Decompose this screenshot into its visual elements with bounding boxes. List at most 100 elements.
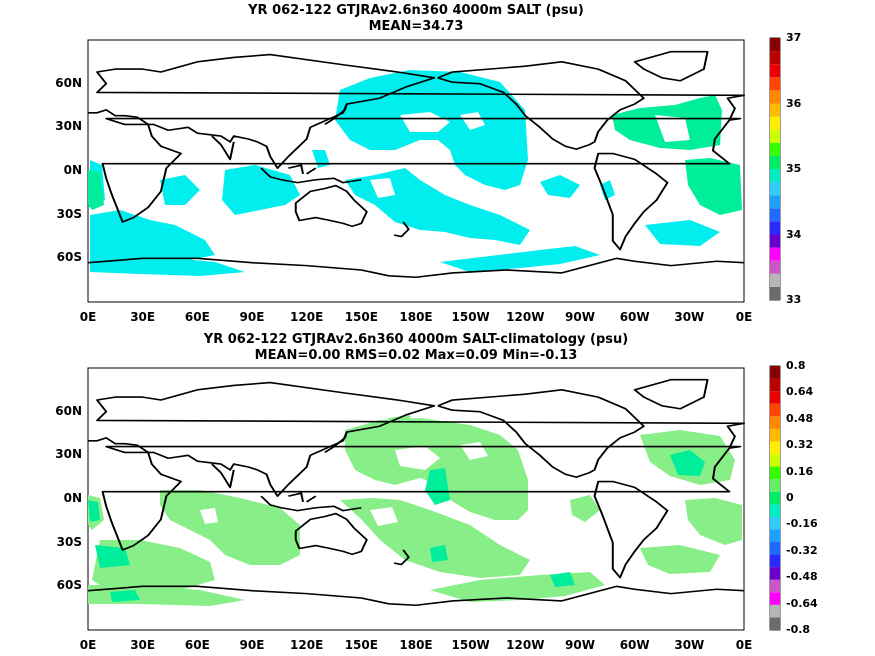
panel2-colorbar-label: 0.64 xyxy=(786,385,814,399)
panel2-title-line1: YR 062-122 GTJRAv2.6n360 4000m SALT-clim… xyxy=(203,332,629,347)
panel2-lat-label: 60S xyxy=(56,578,82,593)
colorbar-swatch xyxy=(770,221,780,235)
panel1-lon-label: 60W xyxy=(619,310,650,324)
panel1-colorbar-label: 33 xyxy=(786,293,802,306)
colorbar-swatch xyxy=(770,617,780,630)
panel1-lon-label: 120W xyxy=(506,310,545,324)
panel1-colorbar-label: 36 xyxy=(786,96,802,110)
colorbar-swatch xyxy=(770,604,780,618)
colorbar-swatch xyxy=(770,273,780,287)
panel2-lon-label: 180E xyxy=(399,638,433,652)
colorbar-swatch xyxy=(770,454,780,467)
colorbar-swatch xyxy=(770,286,780,300)
panel2-lon-label: 30W xyxy=(674,638,705,652)
colorbar-swatch xyxy=(770,529,780,542)
panel2-lat-label: 60N xyxy=(55,403,82,418)
colorbar-swatch xyxy=(770,129,780,143)
colorbar-swatch xyxy=(770,516,780,530)
panel2-lon-label: 0E xyxy=(735,638,753,652)
panel2-lon-label: 90E xyxy=(239,638,265,652)
panel1-colorbar xyxy=(769,37,781,301)
panel1-lon-label: 120E xyxy=(290,310,324,324)
panel1-lat-label: 30S xyxy=(56,206,82,221)
panel1-lat-label: 60S xyxy=(56,250,82,265)
panel1-colorbar-label: 35 xyxy=(786,162,802,175)
panel2-title-line2: MEAN=0.00 RMS=0.02 Max=0.09 Min=-0.13 xyxy=(254,348,578,363)
colorbar-swatch xyxy=(770,64,780,78)
panel1-colorbar-label: 34 xyxy=(786,227,802,241)
colorbar-swatch xyxy=(770,77,780,91)
colorbar-swatch xyxy=(770,491,780,505)
colorbar-swatch xyxy=(770,116,780,130)
colorbar-swatch xyxy=(770,182,780,196)
colorbar-swatch xyxy=(770,208,780,222)
panel2-lon-label: 120E xyxy=(290,638,324,652)
colorbar-swatch xyxy=(770,169,780,183)
panel2-lon-label: 120W xyxy=(506,638,545,652)
panel2-colorbar-label: -0.32 xyxy=(786,543,818,557)
panel1-title-line2: MEAN=34.73 xyxy=(368,19,464,34)
panel1-lon-label: 150W xyxy=(451,310,490,324)
panel2-colorbar xyxy=(769,365,781,631)
colorbar-swatch xyxy=(770,441,780,454)
panel1-lon-label: 60E xyxy=(184,310,210,324)
panel1-lon-label: 30E xyxy=(130,310,156,324)
panel2-anomaly-accent xyxy=(88,450,705,602)
panel1-lon-label: 150E xyxy=(344,310,378,324)
colorbar-swatch xyxy=(770,554,780,568)
colorbar-swatch xyxy=(770,90,780,104)
panel2-colorbar-label: -0.16 xyxy=(786,517,818,531)
panel1-map xyxy=(86,39,745,303)
panel1-lat-label: 0N xyxy=(63,163,82,177)
panel1-lon-label: 30W xyxy=(674,310,705,324)
panel1-lon-label: 90E xyxy=(239,310,265,324)
panel2-colorbar-label: -0.8 xyxy=(786,623,811,636)
colorbar-swatch xyxy=(770,260,780,274)
colorbar-swatch xyxy=(770,247,780,261)
panel2-colorbar-label: 0.48 xyxy=(786,411,814,425)
colorbar-swatch xyxy=(770,366,780,379)
colorbar-swatch xyxy=(770,195,780,209)
colorbar-swatch xyxy=(770,391,780,404)
panel2-lon-label: 0E xyxy=(79,638,97,652)
panel1-lon-label: 90W xyxy=(565,310,595,324)
colorbar-swatch xyxy=(770,567,780,580)
panel1-colorbar-label: 37 xyxy=(786,31,802,44)
colorbar-swatch xyxy=(770,428,780,442)
panel2-lon-label: 150W xyxy=(451,638,490,652)
colorbar-swatch xyxy=(770,466,780,480)
panel1-lon-label: 0E xyxy=(79,310,97,324)
panel2-lon-label: 30E xyxy=(130,638,156,652)
colorbar-swatch xyxy=(770,479,780,492)
panel1-lat-label: 30N xyxy=(55,119,82,134)
panel2-lon-label: 90W xyxy=(565,638,595,652)
panel1-lat-label: 60N xyxy=(55,75,82,90)
colorbar-swatch xyxy=(770,51,780,65)
panel2-map xyxy=(86,367,745,631)
colorbar-swatch xyxy=(770,542,780,555)
panel2-colorbar-label: 0.8 xyxy=(786,359,806,372)
panel1-holes xyxy=(370,112,690,198)
colorbar-swatch xyxy=(770,155,780,169)
colorbar-swatch xyxy=(770,378,780,392)
colorbar-swatch xyxy=(770,403,780,417)
panel1-title-line1: YR 062-122 GTJRAv2.6n360 4000m SALT (psu… xyxy=(248,3,584,18)
colorbar-swatch xyxy=(770,142,780,156)
panel1-lon-label: 0E xyxy=(735,310,753,324)
panel1-lon-label: 180E xyxy=(399,310,433,324)
panel2-colorbar-label: -0.64 xyxy=(786,596,818,610)
colorbar-swatch xyxy=(770,103,780,117)
panel2-lat-label: 0N xyxy=(63,491,82,505)
panel2-colorbar-label: 0.32 xyxy=(786,438,814,452)
panel2-lat-label: 30N xyxy=(55,447,82,462)
colorbar-swatch xyxy=(770,579,780,593)
colorbar-swatch xyxy=(770,504,780,517)
panel2-lon-label: 150E xyxy=(344,638,378,652)
panel2-colorbar-label: 0 xyxy=(786,491,794,504)
colorbar-swatch xyxy=(770,592,780,605)
panel2-lat-label: 30S xyxy=(56,534,82,549)
panel2-colorbar-label: -0.48 xyxy=(786,570,818,584)
panel2-lon-label: 60W xyxy=(619,638,650,652)
colorbar-swatch xyxy=(770,234,780,248)
